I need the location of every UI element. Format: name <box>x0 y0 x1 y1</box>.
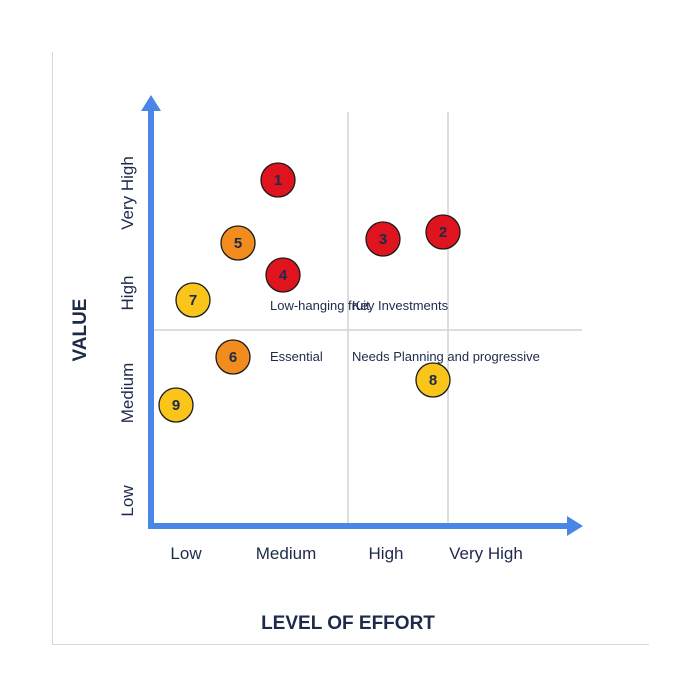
data-point-label: 4 <box>279 267 288 284</box>
y-tick-label: Very High <box>118 156 137 230</box>
y-tick-label: Low <box>118 485 137 517</box>
data-point-6[interactable] <box>215 339 251 375</box>
y-axis-title: VALUE <box>70 299 91 362</box>
quadrant-label: Needs Planning and progressive <box>352 349 540 364</box>
data-point-7[interactable] <box>175 282 211 318</box>
data-point-2[interactable] <box>425 214 461 250</box>
quadrant-label: Low-hanging fruit <box>270 298 370 313</box>
data-point-8[interactable] <box>415 362 451 398</box>
data-point-label: 6 <box>229 349 237 366</box>
chart-frame <box>52 52 649 645</box>
x-tick-label: Medium <box>256 544 316 563</box>
data-point-4[interactable] <box>265 257 301 293</box>
data-point-label: 7 <box>189 292 197 309</box>
data-point-label: 5 <box>234 235 242 252</box>
data-point-label: 9 <box>172 397 180 414</box>
x-axis-title: LEVEL OF EFFORT <box>261 613 435 634</box>
y-tick-label: High <box>118 276 137 311</box>
data-point-label: 8 <box>429 372 437 389</box>
data-point-9[interactable] <box>158 387 194 423</box>
quadrant-label: Essential <box>270 349 323 364</box>
data-point-label: 1 <box>274 172 282 189</box>
x-tick-label: High <box>369 544 404 563</box>
data-point-5[interactable] <box>220 225 256 261</box>
y-axis-arrow-icon <box>141 95 161 111</box>
data-point-1[interactable] <box>260 162 296 198</box>
data-point-label: 2 <box>439 224 447 241</box>
data-point-3[interactable] <box>365 221 401 257</box>
data-point-label: 3 <box>379 231 387 248</box>
x-tick-label: Very High <box>449 544 523 563</box>
x-axis-arrow-icon <box>567 516 583 536</box>
quadrant-label: Key Investments <box>352 298 449 313</box>
y-tick-label: Medium <box>118 363 137 423</box>
x-tick-label: Low <box>170 544 202 563</box>
